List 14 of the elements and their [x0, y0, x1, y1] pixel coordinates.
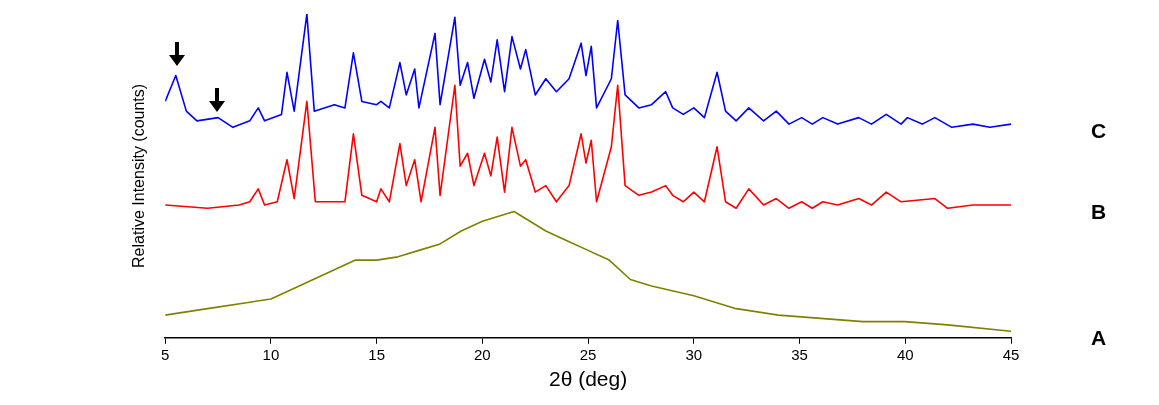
text: C	[1091, 118, 1107, 142]
x-tick-label: 5	[161, 345, 170, 363]
x-tick-label: 15	[368, 345, 385, 363]
x-tick-label: 40	[896, 345, 914, 363]
x-tick-label: 30	[685, 345, 703, 363]
x-tick-label: 35	[791, 345, 808, 363]
x-axis-title: 2θ (deg)	[548, 367, 628, 391]
y-axis-title: Relative Intensity (counts)	[130, 83, 148, 268]
x-tick-label: 10	[262, 345, 280, 363]
text: A	[1091, 326, 1107, 350]
x-tick-label: 20	[474, 345, 491, 363]
x-tick-label: 45	[1002, 345, 1020, 363]
x-tick-label: 25	[579, 345, 597, 363]
text: B	[1091, 199, 1107, 223]
